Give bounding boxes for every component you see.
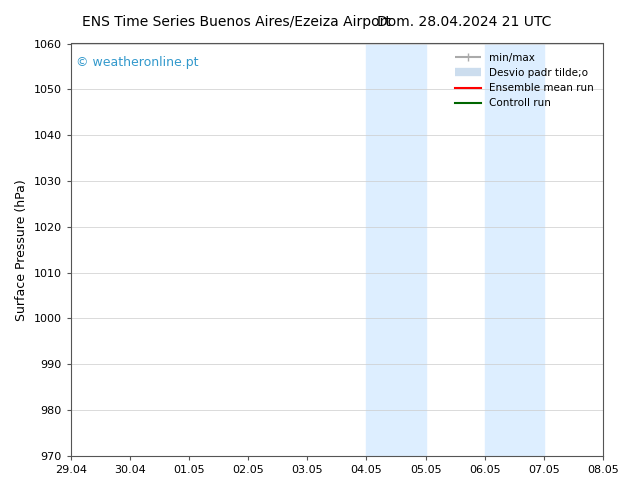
- Text: © weatheronline.pt: © weatheronline.pt: [76, 56, 198, 69]
- Legend: min/max, Desvio padr tilde;o, Ensemble mean run, Controll run: min/max, Desvio padr tilde;o, Ensemble m…: [451, 49, 598, 113]
- Bar: [485, 44, 544, 456]
- Y-axis label: Surface Pressure (hPa): Surface Pressure (hPa): [15, 179, 28, 320]
- Text: Dom. 28.04.2024 21 UTC: Dom. 28.04.2024 21 UTC: [377, 15, 552, 29]
- Text: ENS Time Series Buenos Aires/Ezeiza Airport: ENS Time Series Buenos Aires/Ezeiza Airp…: [82, 15, 391, 29]
- Bar: [366, 44, 425, 456]
